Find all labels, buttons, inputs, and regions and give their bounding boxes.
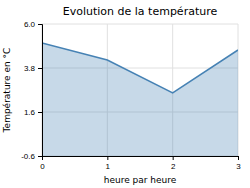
x-axis-label: heure par heure xyxy=(104,175,177,185)
tick-label: 2 xyxy=(171,162,176,171)
axis-line xyxy=(38,25,43,157)
chart: 0 1 2 3 -0.6 1.6 3.8 6.0 Evolution de la tempéra… xyxy=(0,0,250,188)
tick-mark xyxy=(38,68,42,69)
grid xyxy=(42,24,238,156)
tick: 6.0 xyxy=(24,20,42,29)
tick: 1 xyxy=(106,156,111,171)
tick-mark xyxy=(38,156,42,157)
tick: 0 xyxy=(40,156,45,171)
tick-mark xyxy=(173,156,174,160)
tick: 3.8 xyxy=(24,64,42,73)
line xyxy=(42,43,238,93)
tick-label: 0 xyxy=(40,162,45,171)
tick: 3 xyxy=(236,156,241,171)
area xyxy=(42,43,238,156)
tick: -0.6 xyxy=(21,152,42,161)
tick-mark xyxy=(38,112,42,113)
tick-label: 6.0 xyxy=(24,20,36,29)
tick: 2 xyxy=(171,156,176,171)
y-axis-label: Température en °C xyxy=(2,48,12,134)
tick-label: 1 xyxy=(106,162,111,171)
tick-label: -0.6 xyxy=(21,152,35,161)
tick-mark xyxy=(107,156,108,160)
y-axis: -0.6 1.6 3.8 6.0 xyxy=(21,20,42,161)
tick-mark xyxy=(238,156,239,160)
x-axis: 0 1 2 3 xyxy=(40,156,241,171)
plot: 0 1 2 3 -0.6 1.6 3.8 6.0 xyxy=(21,20,241,171)
marks xyxy=(42,43,238,156)
tick: 1.6 xyxy=(24,108,42,117)
tick-mark xyxy=(38,24,42,25)
tick-label: 1.6 xyxy=(24,108,36,117)
grid-line xyxy=(42,24,238,25)
tick-label: 3.8 xyxy=(24,64,36,73)
axis-line xyxy=(43,157,239,161)
tick-label: 3 xyxy=(236,162,241,171)
title: Evolution de la température xyxy=(63,5,218,18)
